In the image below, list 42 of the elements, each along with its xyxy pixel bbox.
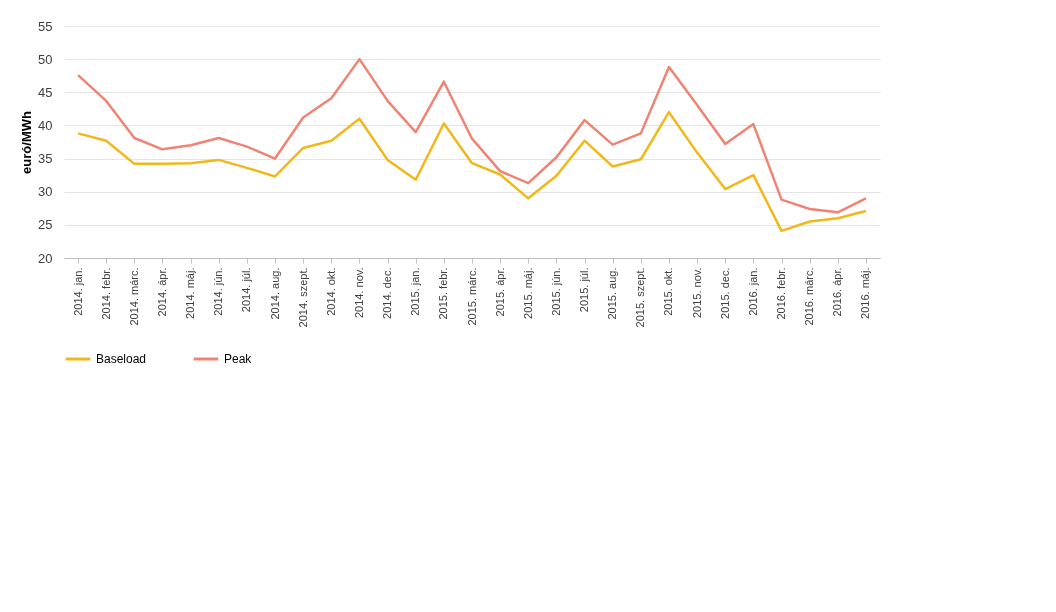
x-tick-label: 2014. júl. xyxy=(240,267,253,313)
x-tick-label: 2015. okt. xyxy=(662,267,675,316)
y-tick-label: 40 xyxy=(38,117,53,133)
y-tick-label: 30 xyxy=(38,184,53,200)
x-tick-label: 2014. máj. xyxy=(184,267,197,319)
y-tick-label: 45 xyxy=(38,84,53,100)
x-tick-label: 2014. jún. xyxy=(212,267,225,316)
x-tick-label: 2014. aug. xyxy=(268,267,281,320)
x-tick-label: 2016. febr. xyxy=(775,267,788,320)
x-tick-label: 2016. márc. xyxy=(803,267,816,326)
y-tick-label: 55 xyxy=(38,18,53,34)
legend-label: Peak xyxy=(224,352,253,366)
y-tick-label: 25 xyxy=(38,217,53,233)
x-tick-label: 2016. jan. xyxy=(746,267,759,316)
x-tick-label: 2015. nov. xyxy=(690,267,703,319)
x-tick-label: 2014. márc. xyxy=(127,267,140,326)
x-tick-label: 2014. dec. xyxy=(381,267,394,319)
y-tick-label: 50 xyxy=(38,51,53,67)
x-tick-label: 2014. ápr. xyxy=(155,267,168,317)
x-tick-label: 2014. jan. xyxy=(71,267,84,316)
legend-label: Baseload xyxy=(96,352,147,366)
x-tick-label: 2016. máj. xyxy=(859,267,872,319)
x-tick-label: 2015. ápr. xyxy=(493,267,506,317)
x-tick-label: 2014. nov. xyxy=(352,267,365,319)
y-tick-label: 20 xyxy=(38,250,53,266)
y-axis-title: euró/MWh xyxy=(19,111,35,174)
line-series xyxy=(76,110,868,233)
x-tick-label: 2015. jan. xyxy=(409,267,422,316)
x-tick-label: 2015. dec. xyxy=(718,267,731,319)
x-tick-label: 2015. aug. xyxy=(606,267,619,320)
x-tick-label: 2015. máj. xyxy=(521,267,534,319)
x-tick-label: 2014. szept. xyxy=(296,267,309,328)
x-tick-label: 2015. jún. xyxy=(549,267,562,316)
x-tick-label: 2015. márc. xyxy=(465,267,478,326)
y-tick-label: 35 xyxy=(38,151,53,167)
x-tick-label: 2015. febr. xyxy=(437,267,450,320)
x-tick-label: 2016. ápr. xyxy=(831,267,844,317)
line-series xyxy=(76,57,868,214)
x-tick-label: 2015. júl. xyxy=(578,267,591,313)
x-tick-label: 2014. febr. xyxy=(99,267,112,320)
x-tick-label: 2014. okt. xyxy=(324,267,337,316)
x-tick-label: 2015. szept. xyxy=(634,267,647,328)
